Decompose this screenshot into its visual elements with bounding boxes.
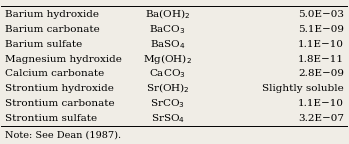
Text: Slightly soluble: Slightly soluble bbox=[262, 84, 344, 93]
Text: 1.1E−10: 1.1E−10 bbox=[298, 40, 344, 49]
Text: Barium carbonate: Barium carbonate bbox=[5, 25, 99, 34]
Text: 2.8E−09: 2.8E−09 bbox=[298, 69, 344, 78]
Text: Strontium sulfate: Strontium sulfate bbox=[5, 114, 97, 123]
Text: Barium sulfate: Barium sulfate bbox=[5, 40, 82, 49]
Text: Ba(OH)$_2$: Ba(OH)$_2$ bbox=[145, 8, 190, 21]
Text: CaCO$_3$: CaCO$_3$ bbox=[149, 67, 186, 80]
Text: BaCO$_3$: BaCO$_3$ bbox=[149, 23, 186, 36]
Text: 1.1E−10: 1.1E−10 bbox=[298, 99, 344, 108]
Text: Magnesium hydroxide: Magnesium hydroxide bbox=[5, 55, 122, 64]
Text: Mg(OH)$_2$: Mg(OH)$_2$ bbox=[143, 52, 192, 66]
Text: 5.0E−03: 5.0E−03 bbox=[298, 10, 344, 19]
Text: Sr(OH)$_2$: Sr(OH)$_2$ bbox=[146, 82, 190, 95]
Text: Note: See Dean (1987).: Note: See Dean (1987). bbox=[5, 131, 121, 140]
Text: BaSO$_4$: BaSO$_4$ bbox=[150, 38, 185, 51]
Text: 1.8E−11: 1.8E−11 bbox=[298, 55, 344, 64]
Text: SrCO$_3$: SrCO$_3$ bbox=[150, 97, 185, 110]
Text: SrSO$_4$: SrSO$_4$ bbox=[150, 112, 185, 125]
Text: 5.1E−09: 5.1E−09 bbox=[298, 25, 344, 34]
Text: Strontium hydroxide: Strontium hydroxide bbox=[5, 84, 114, 93]
Text: Barium hydroxide: Barium hydroxide bbox=[5, 10, 99, 19]
Text: Calcium carbonate: Calcium carbonate bbox=[5, 69, 104, 78]
Text: Strontium carbonate: Strontium carbonate bbox=[5, 99, 114, 108]
Text: 3.2E−07: 3.2E−07 bbox=[298, 114, 344, 123]
